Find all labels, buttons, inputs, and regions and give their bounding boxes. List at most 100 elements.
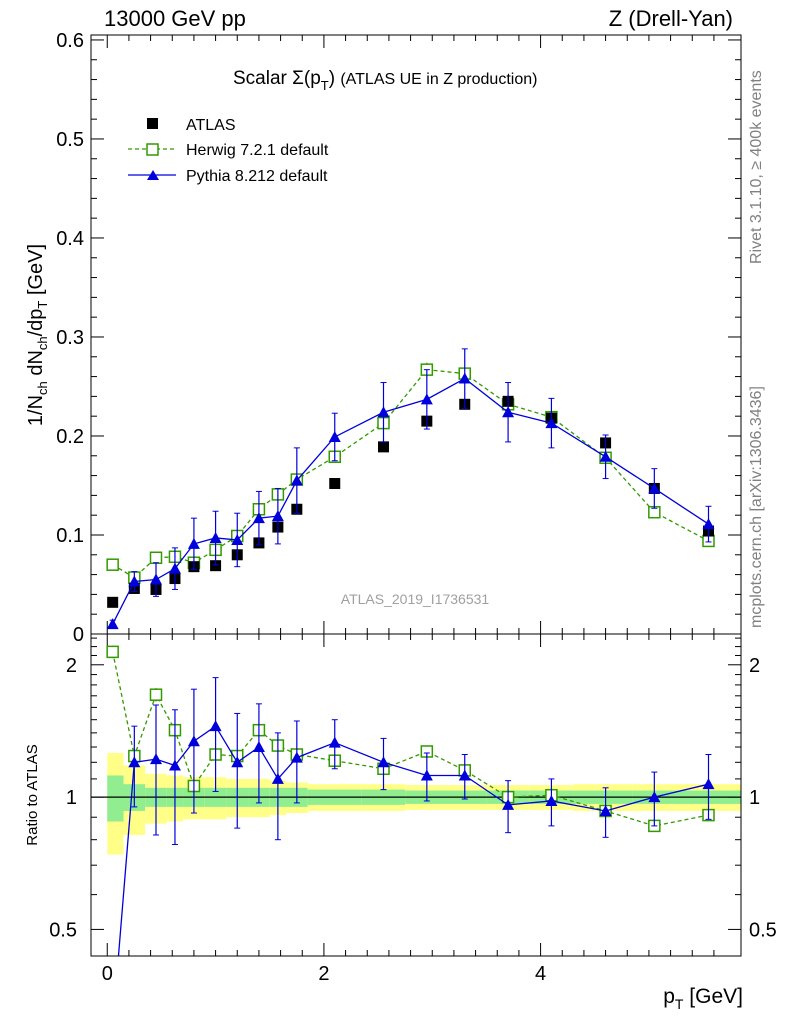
series-atlas [107,395,714,608]
data-point-atlas [329,478,341,490]
x-tick-label: 4 [535,963,546,985]
ratio-line-pythia [117,725,709,956]
title-rest: (ATLAS UE in Z production) [340,71,537,88]
ylabel-c: dN [25,350,47,381]
data-point-atlas [378,441,389,453]
legend-label-herwig: Herwig 7.2.1 default [186,142,329,159]
legend-marker-herwig [146,143,159,156]
data-point-pythia [420,393,433,405]
data-point-pythia [252,512,265,524]
data-point-pythia [702,518,715,530]
series-herwig [106,362,715,584]
data-point-pythia [271,510,284,522]
ratio-point-herwig [106,645,119,659]
ratio-point-pythia [599,804,612,816]
ratio-y-tick-label: 0.5 [49,919,77,941]
ratio-point-pythia [128,756,141,768]
title-main: Scalar Σ(p [233,68,321,89]
header-right: Z (Drell-Yan) [609,6,733,31]
ratio-axis-ticks: 0.5 0.5 1 1 2 2 0 2 4 [49,634,777,985]
ylabel-d: ch [35,336,50,350]
ratio-y-tick-label: 1 [66,787,77,809]
data-point-pythia [150,573,162,585]
data-point-pythia [599,450,612,462]
ylabel-b: ch [35,381,50,395]
ratio-point-pythia [150,753,162,765]
ratio-point-pythia [168,759,181,771]
data-point-pythia [128,575,141,587]
ratio-point-pythia [545,794,558,806]
ratio-point-pythia [252,741,265,753]
main-y-tick-label: 0.2 [56,426,84,448]
data-point-pythia [502,406,515,418]
ratio-y-tick-label-right: 1 [749,787,760,809]
ratio-point-pythia [328,736,341,748]
ratio-y-axis-label: Ratio to ATLAS [24,744,41,845]
ratio-point-pythia [702,778,715,790]
ratio-point-pythia [502,798,515,810]
title-tail: ) [329,68,335,89]
data-point-atlas [107,596,119,608]
ratio-point-pythia [209,720,222,732]
legend-label-pythia: Pythia 8.212 default [186,168,328,185]
legend: ATLAS Herwig 7.2.1 default Pythia 8.212 … [128,117,329,185]
data-point-pythia [545,417,558,429]
x-tick-label: 2 [318,963,329,985]
ratio-point-pythia [458,769,471,781]
main-y-tick-label: 0.1 [56,525,84,547]
data-point-pythia [168,562,181,574]
data-point-pythia [648,482,661,494]
main-y-tick-label: 0.4 [56,228,84,250]
ylabel-g: [GeV] [25,244,47,301]
data-point-pythia [290,474,303,486]
ratio-point-pythia [420,769,433,781]
ylabel-f: T [35,301,50,309]
data-point-pythia [231,533,244,545]
series-pythia [106,348,715,630]
legend-marker-atlas [147,118,158,129]
ratio-frame [90,633,742,957]
ratio-y-tick-label-right: 2 [749,655,760,677]
header-left: 13000 GeV pp [104,6,246,31]
series-line-herwig [112,368,709,579]
analysis-watermark: ATLAS_2019_I1736531 [341,591,490,607]
ratio-series-layer [106,645,715,956]
ratio-point-pythia [187,735,200,747]
xlabel-c: [GeV] [683,985,743,1008]
data-point-atlas [210,560,222,572]
data-point-pythia [106,618,119,630]
data-point-pythia [187,537,200,549]
main-y-tick-label: 0.3 [56,327,84,349]
ratio-point-pythia [377,756,390,768]
mcplots-reference-text: mcplots.cern.ch [arXiv:1306.3436] [748,386,765,628]
data-point-pythia [209,531,222,543]
plot-title: Scalar Σ(pT) (ATLAS UE in Z production) [233,68,537,93]
main-y-axis-label: 1/Nch dNch/dpT [GeV] [25,244,50,426]
data-point-pythia [328,430,341,442]
x-axis-label: pT [GeV] [663,985,743,1012]
ratio-y-tick-label-right: 0.5 [749,919,777,941]
main-axis-ticks: 0 0.1 0.2 0.3 0.4 0.5 0.6 [56,30,741,646]
main-y-tick-label: 0.6 [56,30,84,52]
data-point-pythia [377,406,390,418]
main-y-tick-label: 0.5 [56,129,84,151]
x-tick-label: 0 [102,963,113,985]
stat-uncertainty-band [107,775,124,822]
ratio-y-tick-label: 2 [66,655,77,677]
ratio-point-pythia [290,751,303,763]
title-sub: T [321,78,329,93]
data-point-herwig [149,551,163,565]
data-point-herwig [106,558,119,571]
ratio-point-herwig [149,688,163,701]
xlabel-a: p [663,985,675,1008]
ratio-point-pythia [231,756,244,768]
xlabel-b: T [675,996,684,1012]
data-point-pythia [458,372,471,384]
legend-marker-pythia [147,170,159,180]
series-line-pythia [112,377,709,625]
main-series-layer [106,348,715,630]
ylabel-a: 1/N [25,395,47,426]
ratio-point-pythia [271,772,284,784]
legend-label-atlas: ATLAS [186,117,236,134]
